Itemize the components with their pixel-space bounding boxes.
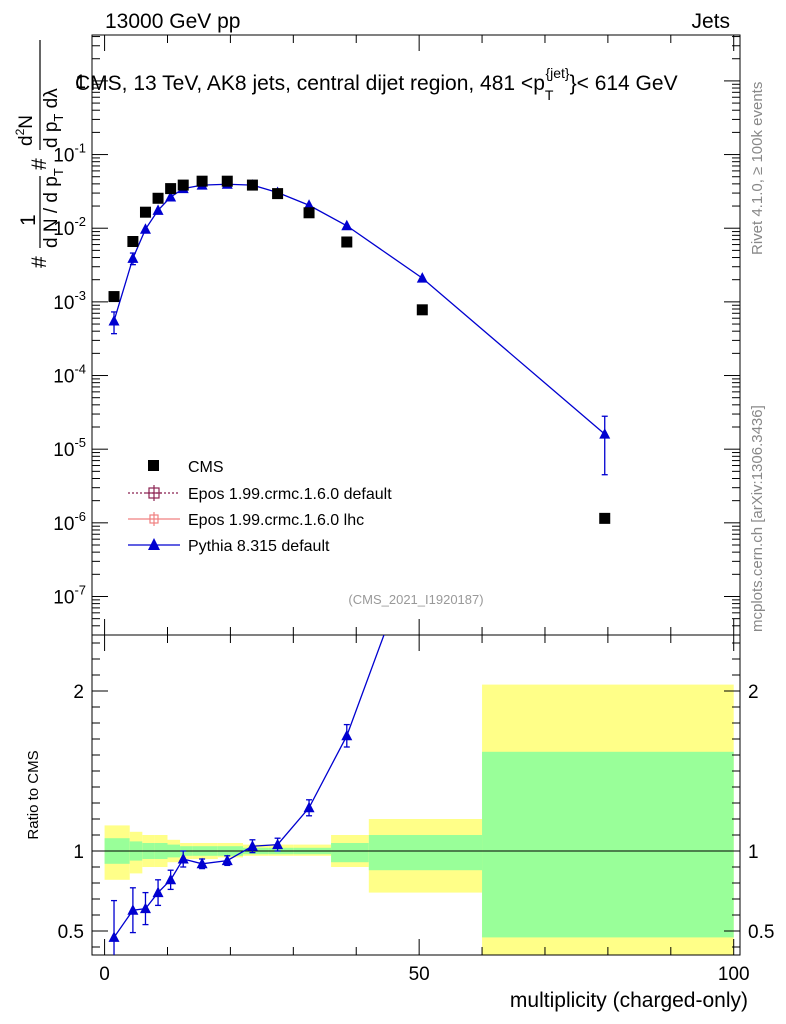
pythia-ratio-point [152, 886, 164, 898]
rivet-version-label: Rivet 4.1.0, ≥ 100k events [749, 82, 766, 255]
pythia-ratio-point [177, 853, 189, 864]
pythia-ratio-point [272, 838, 284, 850]
analysis-watermark: (CMS_2021_I1920187) [348, 592, 483, 607]
pythia-point [139, 223, 151, 234]
pythia-point [303, 199, 315, 210]
ratio-y-tick-label: 1 [73, 842, 84, 863]
pythia-point [165, 191, 177, 202]
cms-point [152, 192, 164, 204]
pythia-ratio-point [196, 857, 208, 869]
cms-point [599, 512, 611, 524]
ratio-y-tick-label-right: 2 [748, 682, 759, 703]
pythia-ratio-point [246, 840, 258, 851]
ratio-y-tick-label: 0.5 [58, 922, 84, 943]
cms-point [127, 236, 139, 248]
cms-point [108, 291, 120, 303]
pythia-ratio-point [165, 873, 177, 885]
pythia-ratio-point [341, 729, 353, 741]
ratio-x-tick-label: 0 [99, 964, 110, 985]
axes-ticks: 10-7 10-6 10-5 10-4 10-3 10-2 10-1 1 0 50 100 0.5 0.… [53, 35, 774, 985]
svg-text:#: # [28, 256, 51, 268]
main-y-axis-label: # 1 d N / d pT # d2N d pT dλ [13, 40, 66, 268]
cms-point [165, 183, 177, 195]
pythia-curve [113, 183, 606, 435]
pythia-point [127, 252, 139, 263]
svg-text:#: # [28, 158, 51, 170]
main-y-tick-label: 10-1 [53, 141, 86, 167]
svg-text:1: 1 [17, 214, 40, 226]
ratio-y-tick-label-right: 0.5 [748, 922, 774, 943]
pythia-ratio-point [108, 931, 120, 942]
legend: CMS Epos 1.99.crmc.1.6.0 default Epos 1.… [128, 459, 392, 555]
ratio-x-tick-label: 100 [718, 964, 750, 985]
mcplots-credit-label: mcplots.cern.ch [arXiv:1306.3436] [749, 405, 766, 632]
cms-point [177, 179, 189, 191]
legend-marker-pythia [148, 538, 160, 550]
ratio-x-tick-label: 50 [409, 964, 430, 985]
cms-point [139, 206, 151, 218]
ratio-y-axis-label: Ratio to CMS [25, 750, 42, 839]
legend-marker-cms [148, 460, 159, 471]
pythia-point [341, 219, 353, 231]
svg-text:d N / d pT: d N / d pT [41, 168, 66, 248]
pythia-ratio-point [221, 854, 233, 866]
legend-label-cms: CMS [188, 459, 224, 476]
cms-point [416, 304, 428, 316]
main-panel-data [108, 175, 611, 524]
legend-label-pythia: Pythia 8.315 default [188, 538, 330, 555]
pythia-point [416, 272, 428, 283]
main-y-tick-label: 10-4 [53, 362, 86, 388]
pythia-point [599, 428, 611, 439]
cms-point [196, 175, 208, 187]
x-axis-label: multiplicity (charged-only) [510, 989, 748, 1012]
main-y-tick-label: 10-3 [53, 288, 86, 314]
pythia-ratio-point [127, 904, 139, 915]
cms-point [246, 179, 258, 191]
header-energy-label: 13000 GeV pp [105, 10, 240, 33]
ratio-panel-frame [91, 634, 741, 956]
svg-text:d pT dλ: d pT dλ [41, 88, 66, 148]
main-y-tick-label: 10-7 [53, 582, 86, 608]
pythia-ratio-point [417, 525, 428, 536]
cms-point [303, 207, 315, 219]
ratio-y-tick-label-right: 1 [748, 842, 759, 863]
svg-text:d2N: d2N [13, 115, 37, 146]
pythia-point [108, 314, 120, 326]
header-jets-label: Jets [691, 10, 730, 33]
main-y-tick-label: 10-5 [53, 435, 86, 461]
ratio-y-tick-label: 2 [73, 682, 84, 703]
plot-title: CMS, 13 TeV, AK8 jets, central dijet reg… [75, 65, 678, 103]
pythia-point [152, 204, 164, 215]
legend-marker-epos-lhc [149, 512, 159, 526]
legend-label-epos-default: Epos 1.99.crmc.1.6.0 default [188, 486, 392, 503]
main-y-tick-label: 1 [75, 72, 86, 93]
cms-point [221, 175, 233, 187]
cms-point [272, 188, 284, 200]
cms-point [341, 236, 353, 248]
ratio-stat-band [482, 751, 734, 938]
pythia-ratio-point [139, 902, 151, 914]
main-y-tick-label: 10-6 [53, 509, 86, 535]
ratio-panel-data [108, 525, 428, 955]
pythia-ratio-point [303, 801, 315, 813]
legend-marker-epos-default [146, 485, 162, 501]
ratio-stat-band [331, 843, 369, 863]
legend-label-epos-lhc: Epos 1.99.crmc.1.6.0 lhc [188, 512, 364, 529]
ratio-uncertainty-bands [104, 684, 734, 955]
ratio-stat-band [368, 835, 483, 871]
main-y-tick-label: 10-2 [53, 214, 86, 240]
